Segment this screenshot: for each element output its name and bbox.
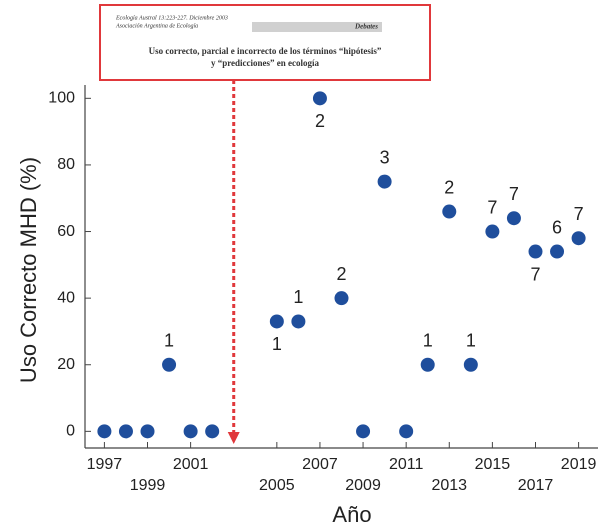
y-tick-label: 40 [57,289,75,306]
point-label: 7 [487,197,497,217]
point-label: 7 [530,264,540,284]
x-axis-label: Año [332,502,371,527]
x-tick-label: 2015 [475,456,511,473]
point [291,314,306,329]
point [485,224,500,239]
point-label: 1 [293,287,303,307]
x-tick-label: 2013 [431,477,467,494]
x-tick-label: 2017 [518,477,554,494]
point-label: 7 [509,184,519,204]
y-tick-label: 100 [48,90,75,107]
y-tick-label: 60 [57,223,75,240]
inset-section: Debates [354,23,378,31]
point-label: 1 [164,330,174,350]
point-label: 1 [272,334,282,354]
x-tick-label: 2001 [173,456,209,473]
point [334,291,349,306]
point [528,244,543,259]
inset-banner [252,22,382,32]
x-tick-label: 2007 [302,456,338,473]
point [162,357,177,372]
y-tick-label: 0 [66,423,75,440]
point [140,424,155,439]
point [205,424,220,439]
inset-box [99,4,431,81]
point [269,314,284,329]
x-tick-label: 2011 [389,456,424,473]
x-tick-label: 2005 [259,477,295,494]
x-tick-label: 1997 [87,456,123,473]
x-tick-label: 1999 [130,477,166,494]
x-tick-label: 2009 [345,477,381,494]
y-tick-label: 80 [57,156,75,173]
point [550,244,565,259]
point-label: 2 [336,264,346,284]
y-tick-label: 20 [57,356,75,373]
y-axis-label: Uso Correcto MHD (%) [16,157,41,383]
inset-title: y “predicciones” en ecología [211,58,320,68]
point [399,424,414,439]
point [463,357,478,372]
x-tick-label: 2019 [561,456,597,473]
inset-journal: Ecología Austral 13:223-227. Diciembre 2… [115,15,228,21]
point-label: 1 [466,330,476,350]
inset-society: Asociación Argentina de Ecología [115,23,198,29]
inset-title: Uso correcto, parcial e incorrecto de lo… [149,46,382,56]
point [356,424,371,439]
point-label: 3 [380,147,390,167]
point-label: 7 [574,204,584,224]
point [312,91,327,106]
point [183,424,198,439]
point [571,231,586,246]
point [506,211,521,226]
point-label: 2 [444,177,454,197]
point [118,424,133,439]
arrow-head [227,432,240,444]
point-label: 6 [552,217,562,237]
point-label: 1 [423,330,433,350]
point [97,424,112,439]
point [442,204,457,219]
point-label: 2 [315,111,325,131]
point [377,174,392,189]
point [420,357,435,372]
